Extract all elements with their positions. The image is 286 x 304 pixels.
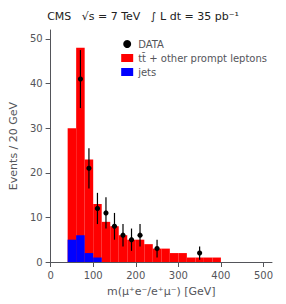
svg-text:0: 0 xyxy=(36,257,42,268)
svg-text:100: 100 xyxy=(84,270,103,281)
svg-text:0: 0 xyxy=(47,270,53,281)
svg-text:Events / 20 GeV: Events / 20 GeV xyxy=(7,101,20,190)
svg-text:500: 500 xyxy=(254,270,273,281)
svg-text:40: 40 xyxy=(30,78,43,89)
svg-text:200: 200 xyxy=(126,270,145,281)
svg-text:DATA: DATA xyxy=(138,39,164,50)
svg-text:20: 20 xyxy=(30,167,43,178)
svg-text:10: 10 xyxy=(30,212,43,223)
svg-text:m(μ⁺e⁻/e⁺μ⁻) [GeV]: m(μ⁺e⁻/e⁺μ⁻) [GeV] xyxy=(107,285,216,298)
svg-text:300: 300 xyxy=(169,270,188,281)
svg-text:400: 400 xyxy=(211,270,230,281)
svg-text:30: 30 xyxy=(30,123,43,134)
svg-text:jets: jets xyxy=(137,67,156,78)
svg-text:CMS √s = 7 TeV ∫ L dt = 35: CMS √s = 7 TeV ∫ L dt = 35 pb⁻¹ xyxy=(47,10,239,23)
svg-text:50: 50 xyxy=(30,33,43,44)
svg-text:tt̄ + other prompt leptons: tt̄ + other prompt leptons xyxy=(138,52,267,64)
